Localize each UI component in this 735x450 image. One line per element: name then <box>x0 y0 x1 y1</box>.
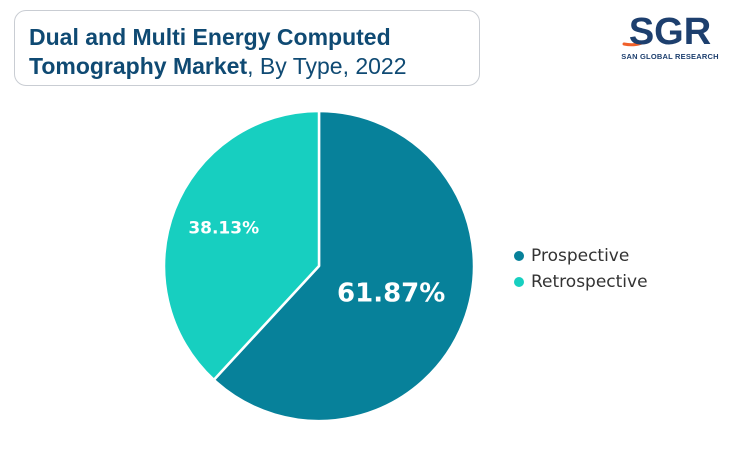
chart-title: Dual and Multi Energy Computed Tomograph… <box>29 24 391 79</box>
chart-subtitle: , By Type, 2022 <box>247 53 407 79</box>
chart-title-box: Dual and Multi Energy Computed Tomograph… <box>14 10 480 86</box>
logo-letters: SGR <box>629 11 711 52</box>
data-label-retrospective: 38.13% <box>188 219 259 239</box>
legend-item-retrospective: Retrospective <box>514 269 648 295</box>
data-label-prospective: 61.87% <box>337 279 445 309</box>
legend-marker-prospective <box>514 251 524 261</box>
sgr-logo-mark: SGR <box>622 11 711 52</box>
pie-slice-retrospective <box>162 109 321 382</box>
chart-legend: Prospective Retrospective <box>514 243 648 295</box>
legend-item-prospective: Prospective <box>514 243 648 269</box>
sgr-logo: SGR SAN GLOBAL RESEARCH <box>620 10 720 62</box>
legend-label-prospective: Prospective <box>531 246 630 266</box>
pie-slice-prospective <box>212 109 476 423</box>
logo-tagline: SAN GLOBAL RESEARCH <box>621 52 719 61</box>
legend-marker-retrospective <box>514 277 524 287</box>
legend-label-retrospective: Retrospective <box>531 272 648 292</box>
